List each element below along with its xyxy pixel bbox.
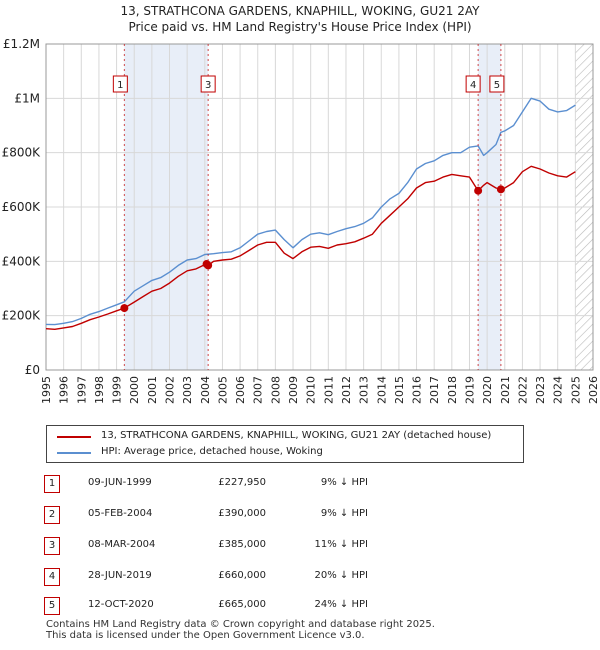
x-tick-label: 2009 bbox=[287, 376, 300, 404]
sale-flag-label: 1 bbox=[117, 80, 123, 91]
x-tick-label: 2025 bbox=[569, 376, 582, 404]
x-tick-label: 1997 bbox=[75, 376, 88, 404]
transaction-number-badge: 1 bbox=[44, 475, 60, 493]
x-tick-label: 2016 bbox=[411, 376, 424, 404]
transaction-price: £665,000 bbox=[218, 599, 266, 610]
y-tick-label: £800K bbox=[2, 146, 42, 160]
x-tick-label: 2017 bbox=[428, 376, 441, 404]
x-tick-label: 2000 bbox=[128, 376, 141, 404]
hpi-series-line bbox=[45, 97, 576, 326]
transaction-date: 09-JUN-1999 bbox=[88, 477, 152, 488]
transaction-date: 08-MAR-2004 bbox=[88, 539, 156, 550]
legend-swatch-price bbox=[57, 436, 91, 438]
transaction-date: 28-JUN-2019 bbox=[88, 570, 152, 581]
x-tick-label: 2010 bbox=[305, 376, 318, 404]
x-tick-label: 2012 bbox=[340, 376, 353, 404]
transaction-number-badge: 2 bbox=[44, 506, 60, 524]
transaction-hpi-diff: 9% ↓ HPI bbox=[320, 508, 368, 519]
table-row: 2 05-FEB-2004 £390,000 9% ↓ HPI bbox=[0, 505, 600, 529]
transaction-hpi-diff: 20% ↓ HPI bbox=[314, 570, 368, 581]
chart-title: 13, STRATHCONA GARDENS, KNAPHILL, WOKING… bbox=[120, 4, 480, 18]
sale-flag-label: 3 bbox=[205, 80, 211, 91]
sale-flag-label: 4 bbox=[470, 80, 476, 91]
legend-label-price: 13, STRATHCONA GARDENS, KNAPHILL, WOKING… bbox=[101, 430, 492, 441]
price-series-line bbox=[45, 165, 576, 330]
x-tick-label: 2007 bbox=[252, 376, 265, 404]
legend-label-hpi: HPI: Average price, detached house, Woki… bbox=[101, 446, 323, 457]
y-tick-label: £1M bbox=[14, 91, 40, 105]
x-tick-label: 2011 bbox=[322, 376, 335, 404]
legend-swatch-hpi bbox=[57, 452, 91, 454]
footer: Contains HM Land Registry data © Crown c… bbox=[46, 619, 435, 641]
x-tick-label: 2003 bbox=[181, 376, 194, 404]
x-tick-label: 2005 bbox=[216, 376, 229, 404]
x-tick-label: 2020 bbox=[481, 376, 494, 404]
transaction-price: £385,000 bbox=[218, 539, 266, 550]
y-tick-label: £400K bbox=[2, 254, 42, 268]
transaction-date: 05-FEB-2004 bbox=[88, 508, 153, 519]
plot-frame bbox=[45, 43, 594, 371]
y-tick-label: £600K bbox=[2, 200, 42, 214]
footer-copyright: Contains HM Land Registry data © Crown c… bbox=[46, 619, 435, 630]
sale-flag-label: 5 bbox=[494, 80, 500, 91]
y-tick-label: £0 bbox=[25, 363, 40, 377]
x-tick-label: 2014 bbox=[375, 376, 388, 404]
transaction-price: £390,000 bbox=[218, 508, 266, 519]
sale-flag-box bbox=[112, 75, 128, 93]
x-tick-label: 2001 bbox=[146, 376, 159, 404]
table-row: 3 08-MAR-2004 £385,000 11% ↓ HPI bbox=[0, 536, 600, 560]
y-tick-label: £1.2M bbox=[3, 37, 40, 51]
x-tick-label: 2022 bbox=[516, 376, 529, 404]
x-tick-label: 1995 bbox=[40, 376, 53, 404]
sale-flag-box bbox=[489, 75, 505, 93]
transaction-date: 12-OCT-2020 bbox=[88, 599, 154, 610]
x-tick-label: 2006 bbox=[234, 376, 247, 404]
x-tick-label: 1996 bbox=[58, 376, 71, 404]
transaction-hpi-diff: 24% ↓ HPI bbox=[314, 599, 368, 610]
x-tick-label: 2018 bbox=[446, 376, 459, 404]
x-tick-label: 2015 bbox=[393, 376, 406, 404]
x-tick-label: 1999 bbox=[111, 376, 124, 404]
x-tick-label: 1998 bbox=[93, 376, 106, 404]
x-tick-label: 2021 bbox=[499, 376, 512, 404]
legend: 13, STRATHCONA GARDENS, KNAPHILL, WOKING… bbox=[46, 425, 524, 463]
transaction-price: £227,950 bbox=[218, 477, 266, 488]
x-tick-label: 2002 bbox=[164, 376, 177, 404]
x-tick-label: 2008 bbox=[269, 376, 282, 404]
transaction-number-badge: 3 bbox=[44, 537, 60, 555]
x-tick-label: 2023 bbox=[534, 376, 547, 404]
x-tick-label: 2013 bbox=[358, 376, 371, 404]
transaction-hpi-diff: 11% ↓ HPI bbox=[314, 539, 368, 550]
table-row: 1 09-JUN-1999 £227,950 9% ↓ HPI bbox=[0, 474, 600, 498]
sale-flag-box bbox=[465, 75, 481, 93]
price-chart: £0 £200K £400K £600K £800K £1M £1.2M 1995 1996 19… bbox=[2, 37, 600, 404]
x-tick-label: 2026 bbox=[587, 376, 600, 404]
transaction-hpi-diff: 9% ↓ HPI bbox=[320, 477, 368, 488]
transaction-number-badge: 4 bbox=[44, 568, 60, 586]
table-row: 5 12-OCT-2020 £665,000 24% ↓ HPI bbox=[0, 596, 600, 620]
x-tick-label: 2004 bbox=[199, 376, 212, 404]
chart-subtitle: Price paid vs. HM Land Registry's House … bbox=[128, 20, 472, 34]
sale-marker-point bbox=[120, 304, 129, 313]
transaction-number-badge: 5 bbox=[44, 597, 60, 615]
table-row: 4 28-JUN-2019 £660,000 20% ↓ HPI bbox=[0, 567, 600, 591]
sale-flag-box bbox=[200, 75, 216, 93]
transaction-price: £660,000 bbox=[218, 570, 266, 581]
x-tick-label: 2024 bbox=[552, 376, 565, 404]
footer-license: This data is licensed under the Open Gov… bbox=[46, 630, 365, 641]
x-tick-label: 2019 bbox=[463, 376, 476, 404]
y-tick-label: £200K bbox=[2, 309, 42, 323]
